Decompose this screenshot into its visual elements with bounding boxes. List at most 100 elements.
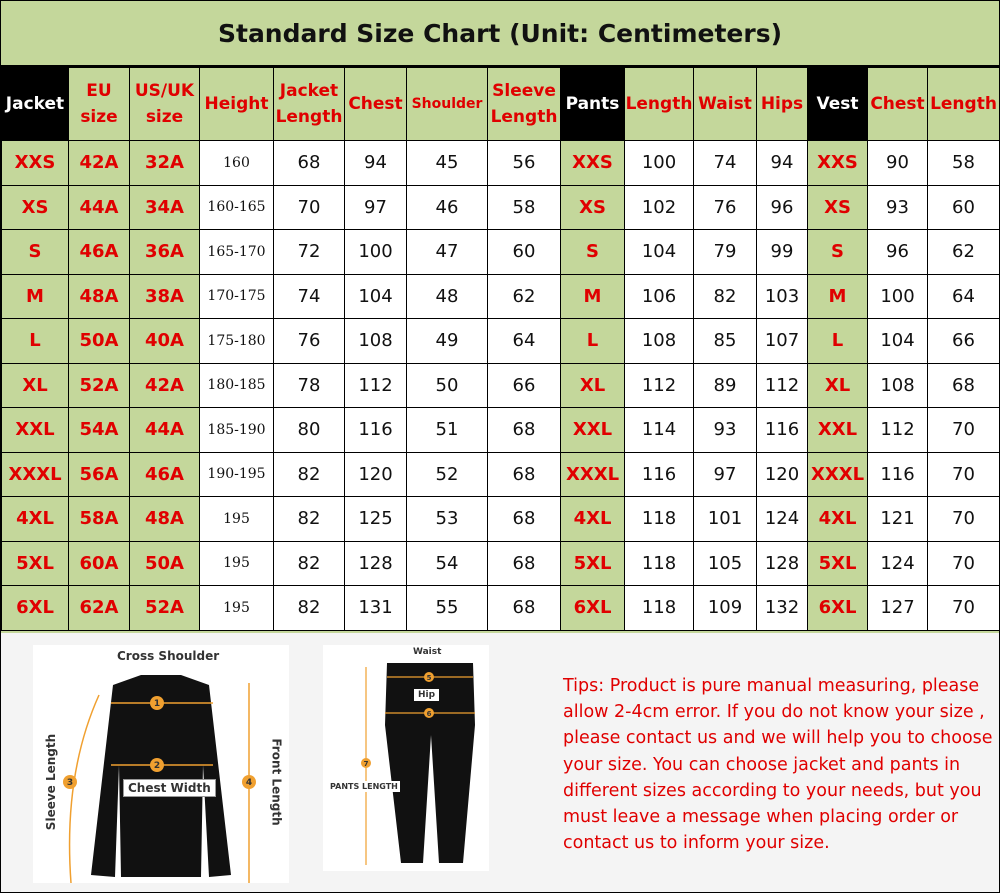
cell-hips: 103: [756, 273, 808, 319]
header-chest: Chest: [344, 67, 407, 141]
cell-sleeve-length: 68: [487, 407, 561, 453]
cell-eu-size: 46A: [68, 229, 130, 275]
cell-pants-length: 104: [624, 229, 694, 275]
sleeve-length-label: Sleeve Length: [44, 733, 59, 831]
cell-sleeve-length: 60: [487, 229, 561, 275]
cell-height: 170-175: [199, 273, 274, 319]
cell-waist: 101: [693, 496, 757, 542]
cell-waist: 85: [693, 318, 757, 364]
cell-jacket-length: 70: [273, 184, 345, 230]
cell-shoulder: 45: [406, 140, 488, 186]
cell-pants-size: L: [560, 318, 625, 364]
cell-chest: 128: [344, 540, 407, 586]
cell-hips: 112: [756, 362, 808, 408]
cell-jacket-size: XL: [1, 362, 69, 408]
cell-sleeve-length: 58: [487, 184, 561, 230]
cell-us-size: 52A: [129, 585, 200, 631]
cell-pants-size: XXS: [560, 140, 625, 186]
cell-height: 175-180: [199, 318, 274, 364]
header-row: Jacket EU size US/UK size Height Jacket …: [1, 67, 1000, 141]
cell-pants-size: XXXL: [560, 451, 625, 497]
cell-pants-size: S: [560, 229, 625, 275]
cell-jacket-length: 74: [273, 273, 345, 319]
cell-sleeve-length: 68: [487, 585, 561, 631]
svg-text:4: 4: [246, 778, 252, 788]
cell-hips: 96: [756, 184, 808, 230]
cell-jacket-length: 82: [273, 451, 345, 497]
table-row: 5XL 60A 50A 195 82 128 54 68 5XL 118 105 128 5XL 124 7…: [1, 540, 1000, 586]
cell-hips: 107: [756, 318, 808, 364]
front-length-label: Front Length: [269, 738, 284, 826]
cell-jacket-length: 76: [273, 318, 345, 364]
size-table: Jacket EU size US/UK size Height Jacket …: [1, 67, 1000, 631]
cell-waist: 82: [693, 273, 757, 319]
header-shoulder: Shoulder: [406, 67, 488, 141]
chart-title: Standard Size Chart (Unit: Centimeters): [1, 1, 999, 67]
header-pants: Pants: [560, 67, 625, 141]
cell-pants-size: M: [560, 273, 625, 319]
cell-us-size: 34A: [129, 184, 200, 230]
cell-eu-size: 48A: [68, 273, 130, 319]
table-row: XS 44A 34A 160-165 70 97 46 58 XS 102 76 96 XS 93 60: [1, 184, 1000, 230]
cell-chest: 100: [344, 229, 407, 275]
cell-shoulder: 55: [406, 585, 488, 631]
cell-vest-chest: 124: [867, 540, 928, 586]
cell-jacket-size: 4XL: [1, 496, 69, 542]
cell-chest: 131: [344, 585, 407, 631]
svg-text:7: 7: [364, 760, 369, 768]
cell-vest-size: S: [807, 229, 868, 275]
cell-jacket-length: 80: [273, 407, 345, 453]
cell-jacket-length: 82: [273, 540, 345, 586]
cell-vest-size: L: [807, 318, 868, 364]
cell-pants-size: XL: [560, 362, 625, 408]
cell-vest-chest: 90: [867, 140, 928, 186]
pants-diagram: Waist 5 6 7 Hip PANTS LENGTH: [323, 645, 489, 871]
cell-height: 160-165: [199, 184, 274, 230]
cell-height: 180-185: [199, 362, 274, 408]
cell-jacket-size: 5XL: [1, 540, 69, 586]
cell-pants-length: 108: [624, 318, 694, 364]
tips-text: Tips: Product is pure manual measuring, …: [563, 676, 993, 854]
cell-chest: 120: [344, 451, 407, 497]
cell-us-size: 38A: [129, 273, 200, 319]
cell-chest: 116: [344, 407, 407, 453]
header-us-size: US/UK size: [129, 67, 200, 141]
hip-label: Hip: [414, 689, 440, 701]
cell-vest-size: 5XL: [807, 540, 868, 586]
cell-hips: 128: [756, 540, 808, 586]
table-row: XXL 54A 44A 185-190 80 116 51 68 XXL 114 93 116 XXL 1…: [1, 407, 1000, 453]
pants-length-label: PANTS LENGTH: [328, 781, 400, 792]
cell-vest-size: XXXL: [807, 451, 868, 497]
header-vest: Vest: [807, 67, 868, 141]
cell-vest-length: 70: [927, 540, 1000, 586]
cell-jacket-size: XXS: [1, 140, 69, 186]
cell-sleeve-length: 64: [487, 318, 561, 364]
table-row: M 48A 38A 170-175 74 104 48 62 M 106 82 103 M 100 64: [1, 273, 1000, 319]
table-row: 4XL 58A 48A 195 82 125 53 68 4XL 118 101 124 4XL 121 7…: [1, 496, 1000, 542]
table-row: S 46A 36A 165-170 72 100 47 60 S 104 79 99 S 96 62: [1, 229, 1000, 275]
cell-us-size: 40A: [129, 318, 200, 364]
table-row: 6XL 62A 52A 195 82 131 55 68 6XL 118 109 132 6XL 127 7…: [1, 585, 1000, 631]
chest-width-label: Chest Width: [123, 779, 216, 797]
cell-hips: 99: [756, 229, 808, 275]
cell-pants-size: 6XL: [560, 585, 625, 631]
cell-vest-length: 70: [927, 585, 1000, 631]
cell-vest-size: 4XL: [807, 496, 868, 542]
cell-shoulder: 53: [406, 496, 488, 542]
cell-vest-length: 66: [927, 318, 1000, 364]
cell-waist: 74: [693, 140, 757, 186]
cell-vest-chest: 100: [867, 273, 928, 319]
cell-vest-length: 62: [927, 229, 1000, 275]
cell-shoulder: 50: [406, 362, 488, 408]
pants-icon: 5 6 7: [361, 663, 475, 865]
cell-pants-size: 4XL: [560, 496, 625, 542]
cell-vest-length: 70: [927, 407, 1000, 453]
cell-vest-size: M: [807, 273, 868, 319]
svg-text:2: 2: [154, 761, 160, 771]
cell-jacket-size: S: [1, 229, 69, 275]
cell-us-size: 42A: [129, 362, 200, 408]
cell-hips: 94: [756, 140, 808, 186]
cell-height: 195: [199, 540, 274, 586]
cell-us-size: 46A: [129, 451, 200, 497]
header-jacket-length: Jacket Length: [273, 67, 345, 141]
